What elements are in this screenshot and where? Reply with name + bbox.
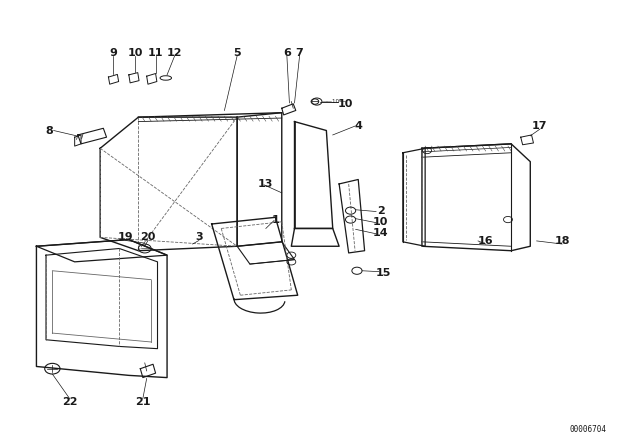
Text: 14: 14	[372, 228, 388, 238]
Text: 00006704: 00006704	[569, 425, 606, 434]
Text: 5: 5	[234, 47, 241, 58]
Text: 11: 11	[148, 47, 163, 58]
Text: 17: 17	[532, 121, 548, 131]
Text: 22: 22	[62, 397, 77, 407]
Text: 12: 12	[167, 47, 182, 58]
Text: 18: 18	[554, 236, 570, 246]
Text: 8: 8	[45, 125, 53, 135]
Text: 10: 10	[127, 47, 143, 58]
Text: 6: 6	[283, 47, 291, 58]
Text: 4: 4	[355, 121, 362, 131]
Text: 7: 7	[296, 47, 303, 58]
Text: 10: 10	[338, 99, 353, 109]
Text: 21: 21	[135, 397, 150, 407]
Text: 16: 16	[478, 236, 493, 246]
Text: 19: 19	[118, 233, 134, 242]
Text: —: —	[310, 97, 319, 106]
Text: 3: 3	[195, 233, 203, 242]
Text: 2: 2	[377, 206, 385, 215]
Text: 15: 15	[376, 268, 392, 278]
Text: 13: 13	[258, 179, 273, 189]
Text: 10: 10	[373, 217, 388, 227]
Text: ——10: ——10	[322, 99, 340, 103]
Text: 1: 1	[271, 215, 279, 224]
Text: —: —	[339, 99, 346, 104]
Text: 20: 20	[140, 233, 156, 242]
Text: 9: 9	[109, 47, 117, 58]
